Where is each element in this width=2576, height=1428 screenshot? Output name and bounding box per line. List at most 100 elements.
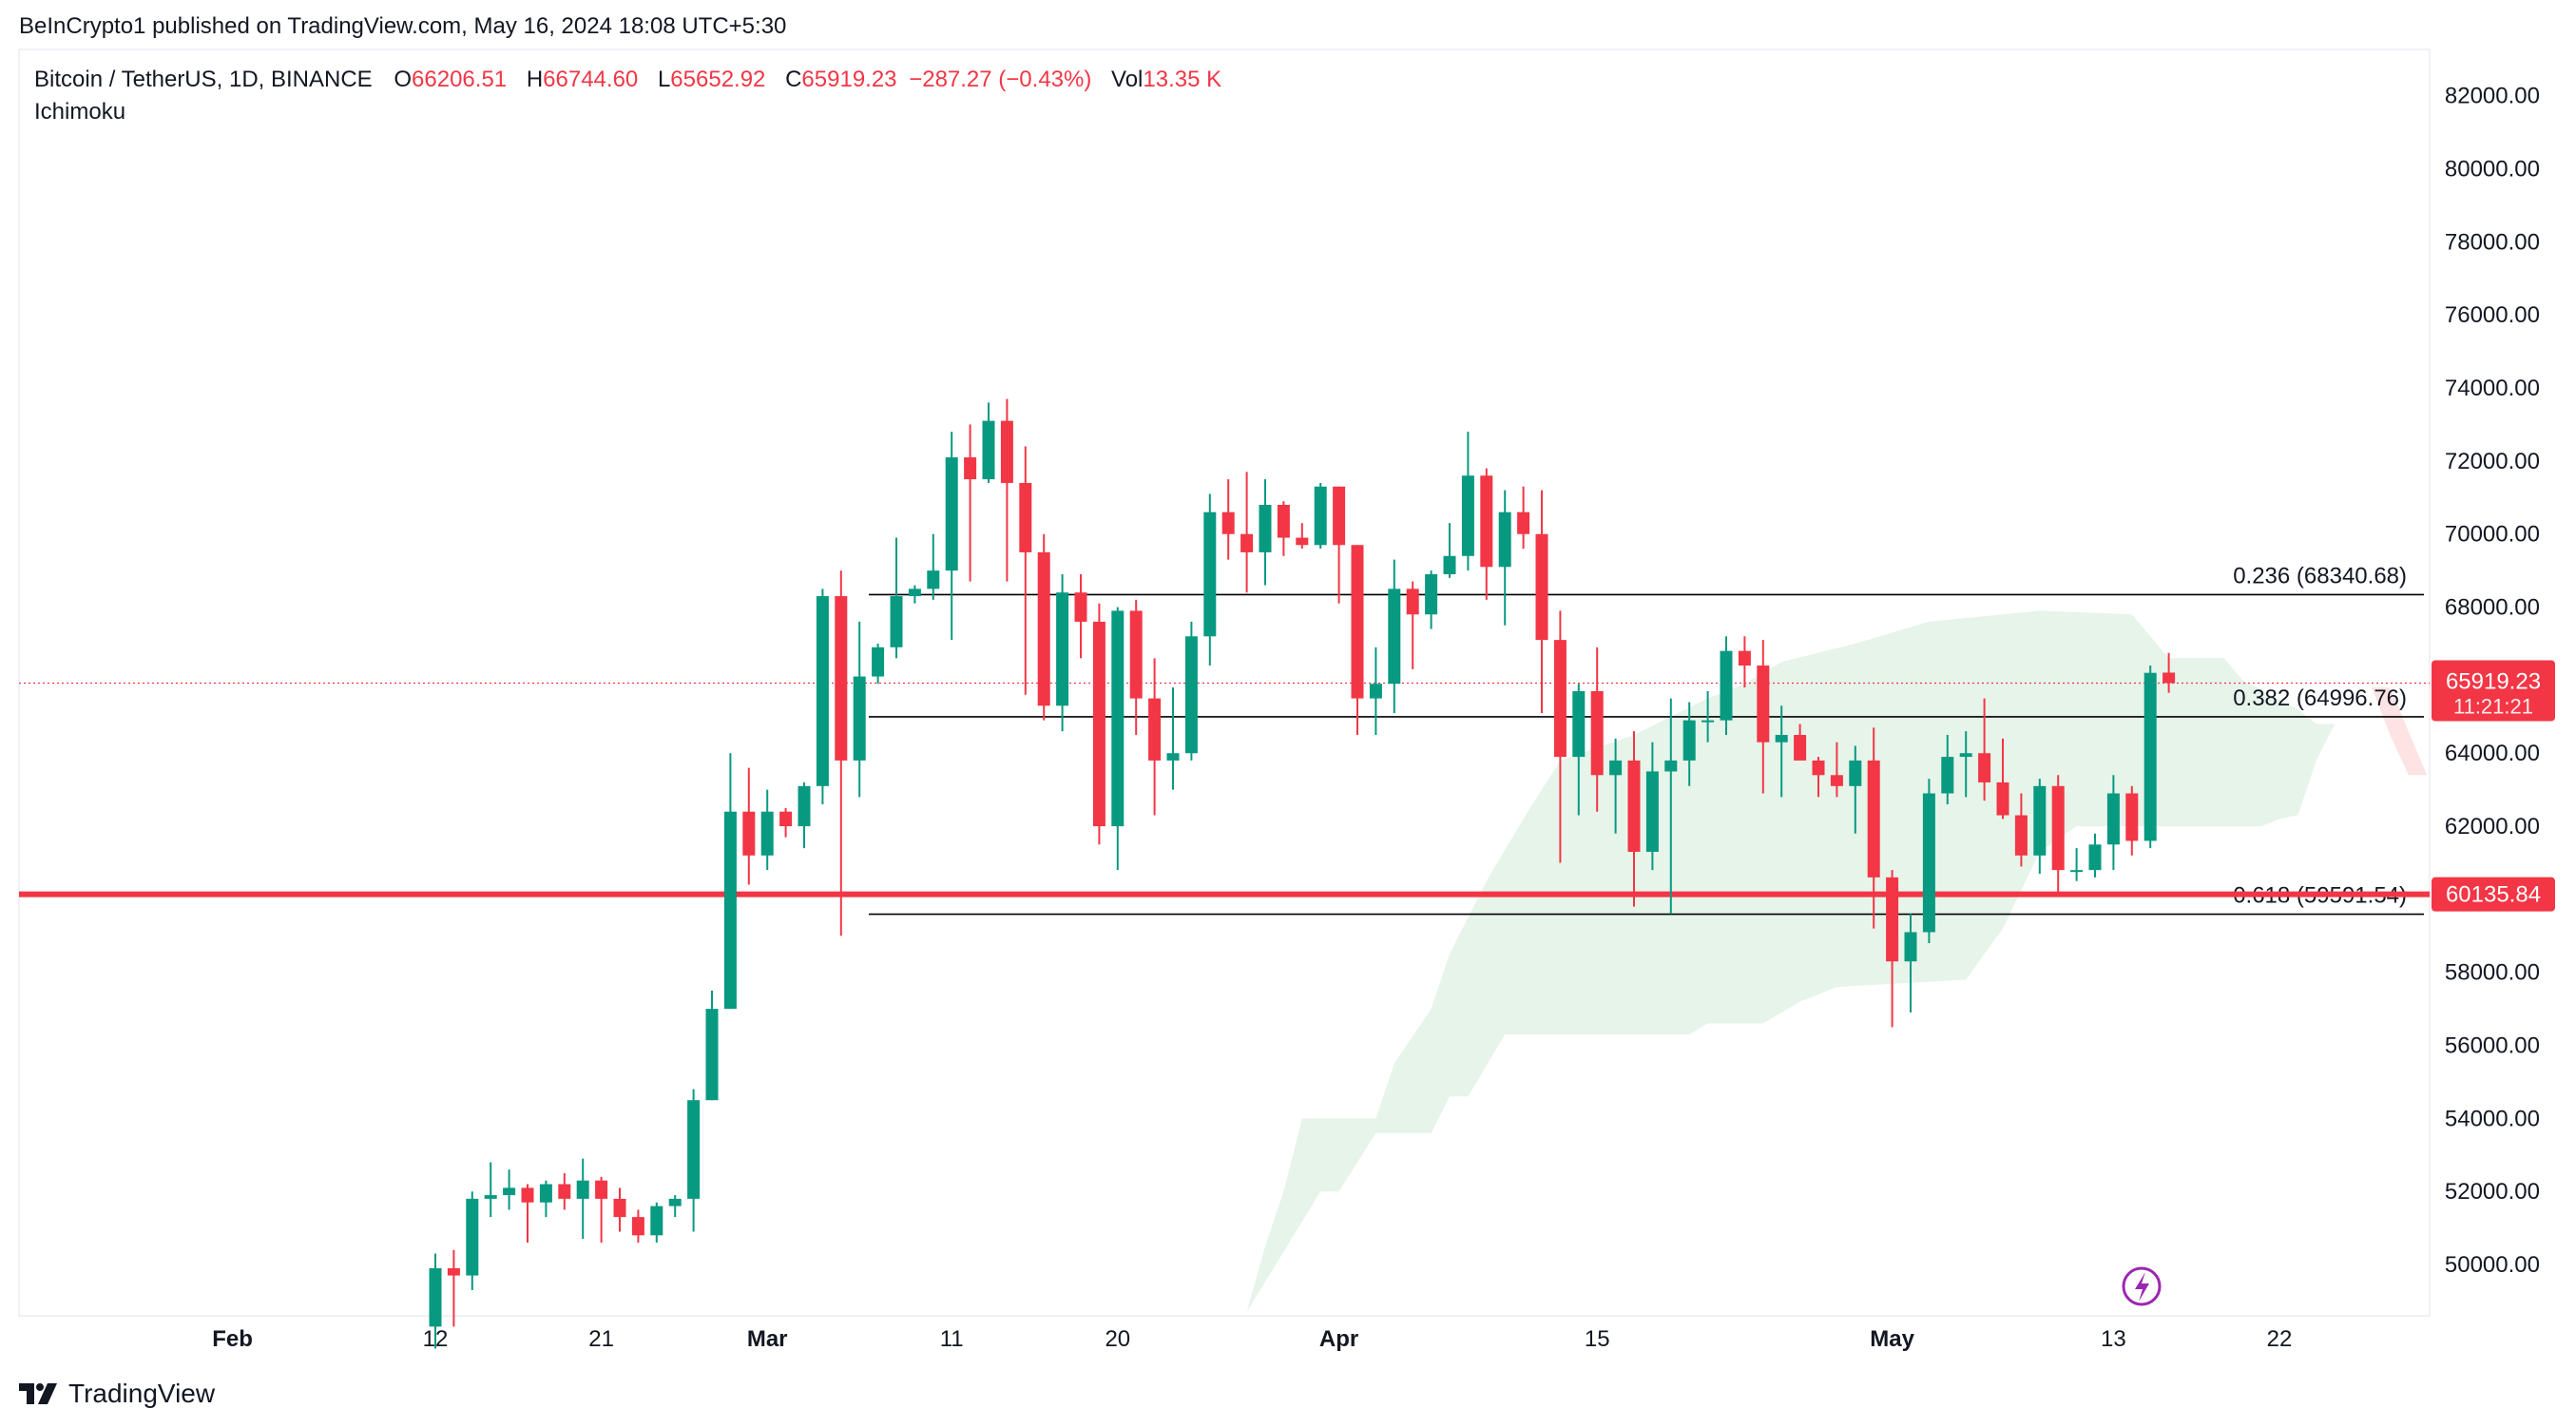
- candle[interactable]: [1296, 523, 1309, 550]
- candle[interactable]: [631, 1209, 644, 1244]
- candle[interactable]: [1886, 870, 1899, 1028]
- candle[interactable]: [1388, 559, 1401, 713]
- candle[interactable]: [816, 589, 829, 805]
- candle[interactable]: [687, 1089, 701, 1232]
- candle[interactable]: [1092, 603, 1105, 845]
- candle[interactable]: [1572, 684, 1586, 816]
- candle[interactable]: [890, 537, 903, 659]
- candle[interactable]: [2106, 775, 2120, 871]
- candle[interactable]: [521, 1184, 534, 1244]
- candle[interactable]: [1609, 738, 1623, 834]
- candle[interactable]: [1314, 482, 1327, 550]
- candle[interactable]: [1996, 738, 2009, 820]
- candle[interactable]: [1037, 533, 1050, 721]
- candle[interactable]: [1203, 493, 1217, 666]
- candle[interactable]: [1221, 479, 1235, 560]
- time-axis[interactable]: Feb 12 21 Mar 11 20 Apr 15 May 13 22: [212, 1326, 2292, 1352]
- candle[interactable]: [1720, 636, 1733, 736]
- candle[interactable]: [539, 1180, 552, 1218]
- candle[interactable]: [1019, 446, 1032, 695]
- candle[interactable]: [503, 1169, 516, 1210]
- candle[interactable]: [760, 789, 774, 871]
- price-axis[interactable]: 82000.00 80000.00 78000.00 76000.00 74000.00…: [2445, 84, 2540, 1278]
- candle[interactable]: [1498, 490, 1511, 626]
- candle[interactable]: [558, 1173, 571, 1210]
- candle[interactable]: [1056, 573, 1069, 732]
- candle[interactable]: [2163, 652, 2176, 693]
- candle[interactable]: [447, 1249, 460, 1327]
- candle[interactable]: [1812, 757, 1825, 798]
- candle[interactable]: [1757, 640, 1770, 794]
- candle[interactable]: [872, 643, 885, 685]
- candle[interactable]: [1941, 735, 1954, 805]
- flash-icon[interactable]: [2122, 1266, 2162, 1306]
- candle[interactable]: [945, 432, 958, 641]
- candle[interactable]: [705, 990, 719, 1101]
- tradingview-brand[interactable]: TradingView: [19, 1379, 215, 1409]
- candle[interactable]: [1406, 581, 1419, 669]
- support-price-label[interactable]: 60135.84: [2432, 877, 2555, 912]
- candle[interactable]: [595, 1176, 608, 1244]
- candle[interactable]: [1000, 398, 1013, 582]
- candle[interactable]: [2125, 785, 2139, 856]
- candle[interactable]: [1922, 779, 1935, 943]
- candle[interactable]: [2088, 833, 2102, 878]
- candle[interactable]: [927, 533, 940, 600]
- candle[interactable]: [1240, 472, 1254, 593]
- candle[interactable]: [576, 1158, 589, 1240]
- candle[interactable]: [1664, 698, 1678, 915]
- candle[interactable]: [1259, 479, 1272, 586]
- candle[interactable]: [1535, 490, 1548, 713]
- candle[interactable]: [429, 1253, 442, 1349]
- candle[interactable]: [1701, 690, 1715, 743]
- indicator-name[interactable]: Ichimoku: [34, 99, 126, 125]
- candle[interactable]: [835, 570, 848, 936]
- candle[interactable]: [1738, 636, 1751, 688]
- candle[interactable]: [1277, 501, 1290, 556]
- candle[interactable]: [1351, 545, 1364, 736]
- candle[interactable]: [1129, 599, 1143, 736]
- candle[interactable]: [2070, 848, 2084, 881]
- candle[interactable]: [668, 1195, 682, 1218]
- candle[interactable]: [1333, 486, 1346, 604]
- symbol-name[interactable]: Bitcoin / TetherUS, 1D, BINANCE: [34, 67, 373, 92]
- candle[interactable]: [964, 424, 977, 582]
- candle[interactable]: [779, 807, 793, 838]
- candle[interactable]: [2033, 779, 2047, 875]
- candle[interactable]: [1978, 698, 1991, 801]
- candle[interactable]: [853, 621, 866, 798]
- candle[interactable]: [723, 753, 737, 1010]
- candle[interactable]: [1904, 914, 1917, 1013]
- candle[interactable]: [1461, 432, 1474, 571]
- candle[interactable]: [2143, 666, 2157, 849]
- candle[interactable]: [1166, 687, 1180, 790]
- candle[interactable]: [1369, 646, 1382, 736]
- candle[interactable]: [1590, 646, 1604, 812]
- candle[interactable]: [1111, 607, 1125, 871]
- candle[interactable]: [1443, 523, 1456, 578]
- candle[interactable]: [650, 1202, 663, 1244]
- candle[interactable]: [798, 782, 811, 849]
- candle[interactable]: [1553, 610, 1567, 863]
- candle[interactable]: [2051, 775, 2065, 893]
- candle[interactable]: [1645, 742, 1659, 871]
- candle[interactable]: [466, 1191, 479, 1290]
- candle[interactable]: [1184, 621, 1198, 761]
- candle[interactable]: [1517, 486, 1530, 550]
- candle[interactable]: [1682, 702, 1696, 786]
- candle[interactable]: [1480, 468, 1493, 600]
- candle[interactable]: [1959, 731, 1972, 798]
- candle[interactable]: [908, 585, 921, 604]
- candle[interactable]: [1425, 570, 1438, 629]
- candle[interactable]: [1775, 705, 1788, 798]
- candle[interactable]: [1148, 658, 1162, 816]
- candle[interactable]: [1867, 727, 1880, 929]
- candle[interactable]: [613, 1187, 626, 1232]
- candle[interactable]: [2014, 793, 2028, 867]
- candle[interactable]: [742, 767, 756, 885]
- candle[interactable]: [1849, 745, 1862, 834]
- candle[interactable]: [1794, 724, 1807, 761]
- candle[interactable]: [1830, 742, 1843, 798]
- candle[interactable]: [1074, 573, 1087, 659]
